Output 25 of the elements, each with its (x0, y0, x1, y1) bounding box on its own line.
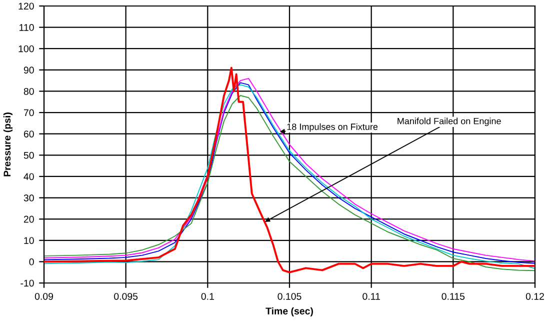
x-tick-label: 0.09 (34, 292, 53, 300)
x-tick-label: 0.105 (278, 292, 302, 300)
y-tick-label: 50 (24, 152, 34, 159)
annotation: Manifold Failed on Engine (398, 118, 501, 126)
x-tick-label: 0.11 (362, 292, 380, 300)
x-axis-title: Time (sec) (266, 307, 313, 316)
y-tick-label: 40 (24, 173, 34, 180)
y-tick-label: 70 (24, 109, 34, 116)
y-tick-label: 30 (24, 194, 34, 202)
y-tick-label: 10 (24, 237, 34, 244)
y-tick-label: 90 (24, 66, 34, 74)
x-tick-label: 0.115 (442, 292, 465, 300)
y-tick-label: 60 (24, 130, 34, 138)
y-tick-label: 20 (24, 216, 34, 223)
annotation: 18 Impulses on Fixture (287, 123, 378, 132)
x-tick-label: 0.095 (114, 292, 138, 300)
y-tick-label: 120 (18, 2, 34, 10)
y-tick-label: 100 (18, 45, 34, 52)
y-tick-label: -10 (20, 280, 34, 287)
y-tick-label: 80 (24, 88, 34, 95)
x-tick-label: 0.1 (201, 292, 214, 300)
y-tick-label: 0 (29, 258, 34, 266)
y-axis-title: Pressure (psi) (3, 112, 13, 176)
x-tick-label: 0.12 (526, 292, 544, 300)
y-tick-label: 110 (20, 24, 34, 31)
